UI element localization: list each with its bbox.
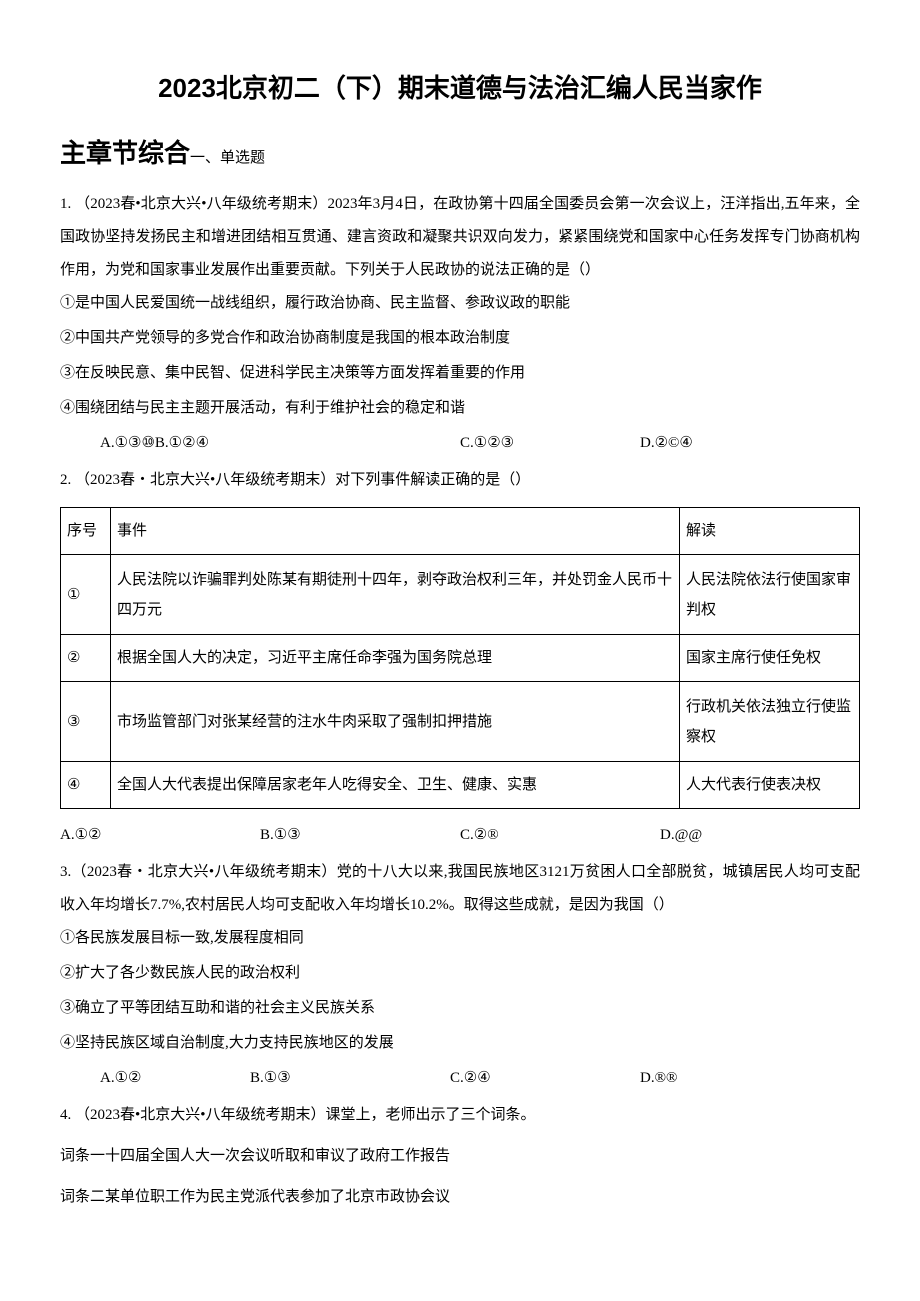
q3-option-c: C.②④ [450,1062,640,1095]
q1-option-c: C.①②③ [460,427,640,460]
q4-entry-2: 词条二某单位职工作为民主党派代表参加了北京市政协会议 [60,1181,860,1214]
q3-option-d: D.®® [640,1062,760,1095]
question-3: 3.（2023春・北京大兴•八年级统考期末）党的十八大以来,我国民族地区3121… [60,856,860,1095]
table-header-row: 序号 事件 解读 [61,508,860,555]
q3-stem: 3.（2023春・北京大兴•八年级统考期末）党的十八大以来,我国民族地区3121… [60,856,860,922]
q4-entry-1: 词条一十四届全国人大一次会议听取和审议了政府工作报告 [60,1140,860,1173]
q2-stem: 2. （2023春・北京大兴•八年级统考期末）对下列事件解读正确的是（） [60,464,860,497]
question-1: 1. （2023春•北京大兴•八年级统考期末）2023年3月4日，在政协第十四届… [60,188,860,460]
cell-event: 全国人大代表提出保障居家老年人吃得安全、卫生、健康、实惠 [111,762,680,809]
cell-interp: 国家主席行使任免权 [680,635,860,682]
table-row: ③ 市场监管部门对张某经营的注水牛肉采取了强制扣押措施 行政机关依法独立行使监察… [61,682,860,762]
table-row: ② 根据全国人大的决定，习近平主席任命李强为国务院总理 国家主席行使任免权 [61,635,860,682]
question-4: 4. （2023春•北京大兴•八年级统考期末）课堂上，老师出示了三个词条。 词条… [60,1099,860,1214]
section-heading: 一、单选题 [190,142,265,175]
th-interp: 解读 [680,508,860,555]
q1-statement-3: ③在反映民意、集中民智、促进科学民主决策等方面发挥着重要的作用 [60,357,860,390]
q1-statement-2: ②中国共产党领导的多党合作和政治协商制度是我国的根本政治制度 [60,322,860,355]
table-row: ④ 全国人大代表提出保障居家老年人吃得安全、卫生、健康、实惠 人大代表行使表决权 [61,762,860,809]
cell-seq: ④ [61,762,111,809]
q2-option-a: A.①② [60,819,260,852]
cell-event: 市场监管部门对张某经营的注水牛肉采取了强制扣押措施 [111,682,680,762]
q3-options: A.①② B.①③ C.②④ D.®® [60,1062,860,1095]
q2-option-c: C.②® [460,819,660,852]
q1-option-d: D.②©④ [640,427,760,460]
q3-option-b: B.①③ [250,1062,450,1095]
cell-event: 根据全国人大的决定，习近平主席任命李强为国务院总理 [111,635,680,682]
cell-seq: ① [61,555,111,635]
q1-statement-4: ④围绕团结与民主主题开展活动，有利于维护社会的稳定和谐 [60,392,860,425]
question-2: 2. （2023春・北京大兴•八年级统考期末）对下列事件解读正确的是（） 序号 … [60,464,860,852]
cell-interp: 行政机关依法独立行使监察权 [680,682,860,762]
cell-event: 人民法院以诈骗罪判处陈某有期徒刑十四年，剥夺政治权利三年，并处罚金人民币十四万元 [111,555,680,635]
q2-options: A.①② B.①③ C.②® D.@@ [60,819,860,852]
q4-stem: 4. （2023春•北京大兴•八年级统考期末）课堂上，老师出示了三个词条。 [60,1099,860,1132]
q1-stem: 1. （2023春•北京大兴•八年级统考期末）2023年3月4日，在政协第十四届… [60,188,860,287]
cell-seq: ③ [61,682,111,762]
table-row: ① 人民法院以诈骗罪判处陈某有期徒刑十四年，剥夺政治权利三年，并处罚金人民币十四… [61,555,860,635]
q3-option-a: A.①② [100,1062,250,1095]
q3-statement-4: ④坚持民族区域自治制度,大力支持民族地区的发展 [60,1027,860,1060]
q2-option-d: D.@@ [660,819,780,852]
cell-seq: ② [61,635,111,682]
q3-statement-3: ③确立了平等团结互助和谐的社会主义民族关系 [60,992,860,1025]
q2-option-b: B.①③ [260,819,460,852]
cell-interp: 人大代表行使表决权 [680,762,860,809]
doc-title-line1: 2023北京初二（下）期末道德与法治汇编人民当家作 [158,73,762,103]
q1-options: A.①③⑩B.①②④ C.①②③ D.②©④ [60,427,860,460]
q1-statement-1: ①是中国人民爱国统一战线组织，履行政治协商、民主监督、参政议政的职能 [60,287,860,320]
q3-statement-2: ②扩大了各少数民族人民的政治权利 [60,957,860,990]
cell-interp: 人民法院依法行使国家审判权 [680,555,860,635]
q2-table: 序号 事件 解读 ① 人民法院以诈骗罪判处陈某有期徒刑十四年，剥夺政治权利三年，… [60,507,860,809]
doc-title-line2: 主章节综合 [60,125,190,182]
q1-option-ab: A.①③⑩B.①②④ [100,427,460,460]
th-seq: 序号 [61,508,111,555]
th-event: 事件 [111,508,680,555]
q3-statement-1: ①各民族发展目标一致,发展程度相同 [60,922,860,955]
